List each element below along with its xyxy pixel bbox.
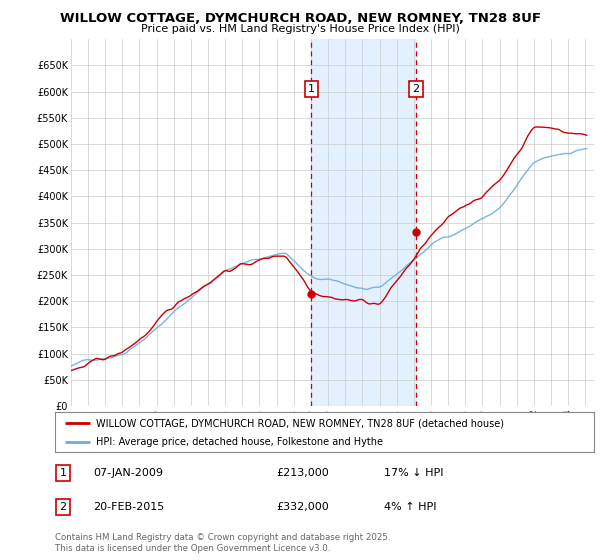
Text: Contains HM Land Registry data © Crown copyright and database right 2025.
This d: Contains HM Land Registry data © Crown c… — [55, 533, 391, 553]
Text: 1: 1 — [308, 83, 315, 94]
Text: 07-JAN-2009: 07-JAN-2009 — [93, 468, 163, 478]
Text: 17% ↓ HPI: 17% ↓ HPI — [384, 468, 443, 478]
Bar — [311, 39, 416, 406]
Text: 2: 2 — [413, 83, 419, 94]
Text: 20-FEB-2015: 20-FEB-2015 — [93, 502, 164, 512]
Text: Price paid vs. HM Land Registry's House Price Index (HPI): Price paid vs. HM Land Registry's House … — [140, 24, 460, 34]
Text: 4% ↑ HPI: 4% ↑ HPI — [384, 502, 437, 512]
Text: WILLOW COTTAGE, DYMCHURCH ROAD, NEW ROMNEY, TN28 8UF (detached house): WILLOW COTTAGE, DYMCHURCH ROAD, NEW ROMN… — [95, 418, 503, 428]
Text: £213,000: £213,000 — [276, 468, 329, 478]
Text: 2: 2 — [59, 502, 67, 512]
Text: HPI: Average price, detached house, Folkestone and Hythe: HPI: Average price, detached house, Folk… — [95, 437, 383, 446]
Text: WILLOW COTTAGE, DYMCHURCH ROAD, NEW ROMNEY, TN28 8UF: WILLOW COTTAGE, DYMCHURCH ROAD, NEW ROMN… — [59, 12, 541, 25]
Text: £332,000: £332,000 — [276, 502, 329, 512]
Text: 1: 1 — [59, 468, 67, 478]
